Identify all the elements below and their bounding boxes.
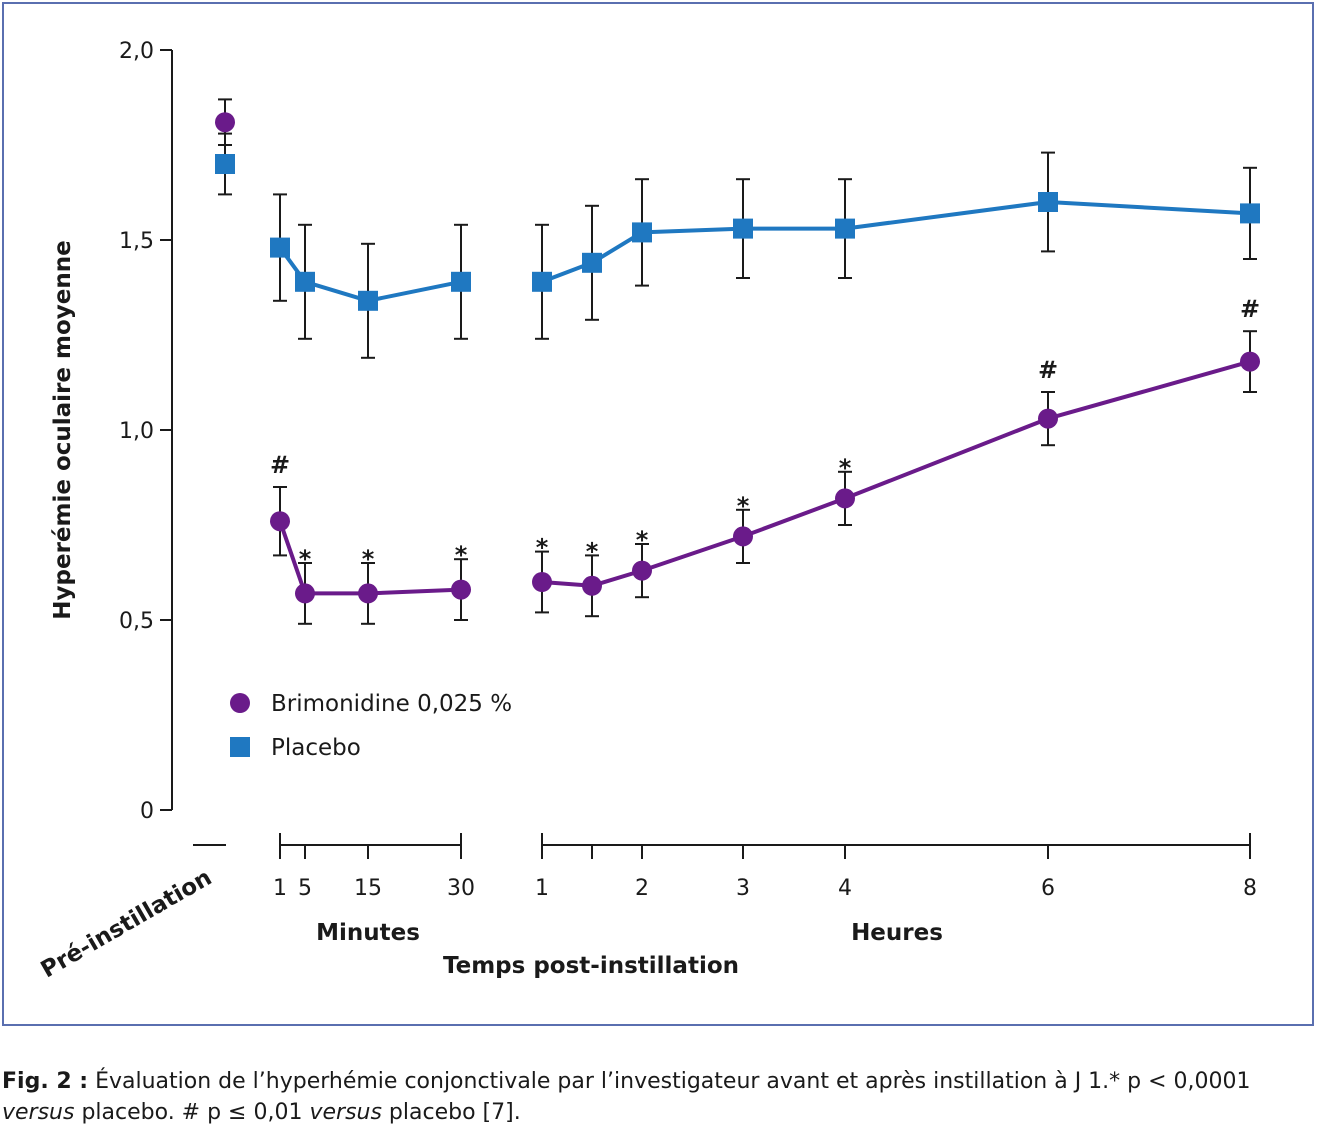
legend-marker-brimonidine — [230, 693, 250, 713]
data-point — [295, 583, 315, 604]
legend-label-placebo: Placebo — [271, 735, 361, 761]
significance-mark: * — [737, 492, 750, 520]
caption-versus-1: versus — [2, 1100, 75, 1125]
data-point — [835, 218, 855, 239]
data-point — [270, 237, 290, 258]
data-point — [835, 488, 855, 509]
caption-line1: Évaluation de l’hyperhémie conjonctivale… — [88, 1069, 1251, 1094]
x-tick-label: 8 — [1243, 876, 1257, 901]
caption-versus-2: versus — [309, 1100, 382, 1125]
data-point — [532, 271, 552, 292]
significance-mark: * — [586, 537, 599, 565]
significance-mark: * — [536, 534, 549, 562]
data-point — [632, 222, 652, 243]
data-point — [358, 290, 378, 311]
y-tick-label: 1,5 — [119, 229, 154, 254]
y-tick-label: 2,0 — [119, 39, 154, 64]
data-point — [582, 575, 602, 596]
x-tick-label: 6 — [1041, 876, 1055, 901]
significance-mark: * — [455, 541, 468, 569]
series-brimonidine: # * * * * * * * * # # — [215, 98, 1260, 625]
series-line — [278, 520, 462, 596]
hyperemia-line-chart: 0 0,5 1,0 1,5 2,0 Hyperémie oculaire moyenne 1… — [37, 39, 1260, 983]
data-point — [582, 252, 602, 273]
x-tick-label: 30 — [447, 876, 475, 901]
x-axis-title: Temps post-instillation — [443, 953, 739, 979]
significance-mark: * — [299, 545, 312, 573]
significance-mark: # — [270, 451, 290, 479]
figure-frame — [2, 2, 1314, 1026]
chart-axes: 0 0,5 1,0 1,5 2,0 Hyperémie oculaire moyenne 1… — [37, 39, 1257, 983]
figure-caption: Fig. 2 : Évaluation de l’hyperhémie conj… — [2, 1066, 1318, 1128]
data-point — [295, 271, 315, 292]
data-point — [215, 154, 235, 174]
data-point — [451, 579, 471, 600]
chart-legend: Brimonidine 0,025 % Placebo — [230, 691, 512, 761]
series-line — [278, 246, 462, 303]
x-group-label-hours: Heures — [851, 920, 943, 946]
significance-mark: # — [1240, 295, 1260, 323]
significance-mark: * — [362, 545, 375, 573]
x-tick-label: 2 — [635, 876, 649, 901]
data-point — [532, 572, 552, 592]
chart-marks: # * * * * * * * * # # — [215, 98, 1260, 625]
series-placebo — [215, 132, 1260, 359]
x-tick-label: 1 — [273, 876, 287, 901]
data-point — [733, 218, 753, 239]
x-group-label-minutes: Minutes — [316, 920, 420, 946]
caption-mid: placebo. # p ≤ 0,01 — [74, 1100, 310, 1125]
significance-mark: # — [1038, 356, 1058, 384]
y-tick-label: 0 — [140, 799, 154, 824]
y-axis-title: Hyperémie oculaire moyenne — [50, 240, 76, 619]
data-point — [1038, 192, 1058, 212]
data-point — [1240, 203, 1260, 224]
data-point — [215, 112, 235, 133]
significance-mark: * — [636, 526, 649, 554]
data-point — [358, 583, 378, 604]
x-tick-label: 3 — [736, 876, 750, 901]
significance-mark: * — [839, 454, 852, 482]
x-tick-label: 5 — [298, 876, 312, 901]
legend-label-brimonidine: Brimonidine 0,025 % — [271, 691, 512, 717]
legend-marker-placebo — [230, 737, 250, 757]
caption-label: Fig. 2 : — [2, 1069, 89, 1094]
data-point — [733, 526, 753, 547]
pre-instillation-label: Pré-instillation — [37, 865, 217, 984]
x-tick-label: 4 — [838, 876, 852, 901]
data-point — [1038, 408, 1058, 429]
data-point — [632, 560, 652, 581]
y-tick-label: 1,0 — [119, 419, 154, 444]
caption-tail: placebo [7]. — [381, 1100, 521, 1125]
data-point — [270, 511, 290, 532]
x-tick-label: 15 — [354, 876, 382, 901]
data-point — [451, 271, 471, 292]
y-tick-label: 0,5 — [119, 609, 154, 634]
data-point — [1240, 351, 1260, 372]
x-tick-label: 1 — [535, 876, 549, 901]
